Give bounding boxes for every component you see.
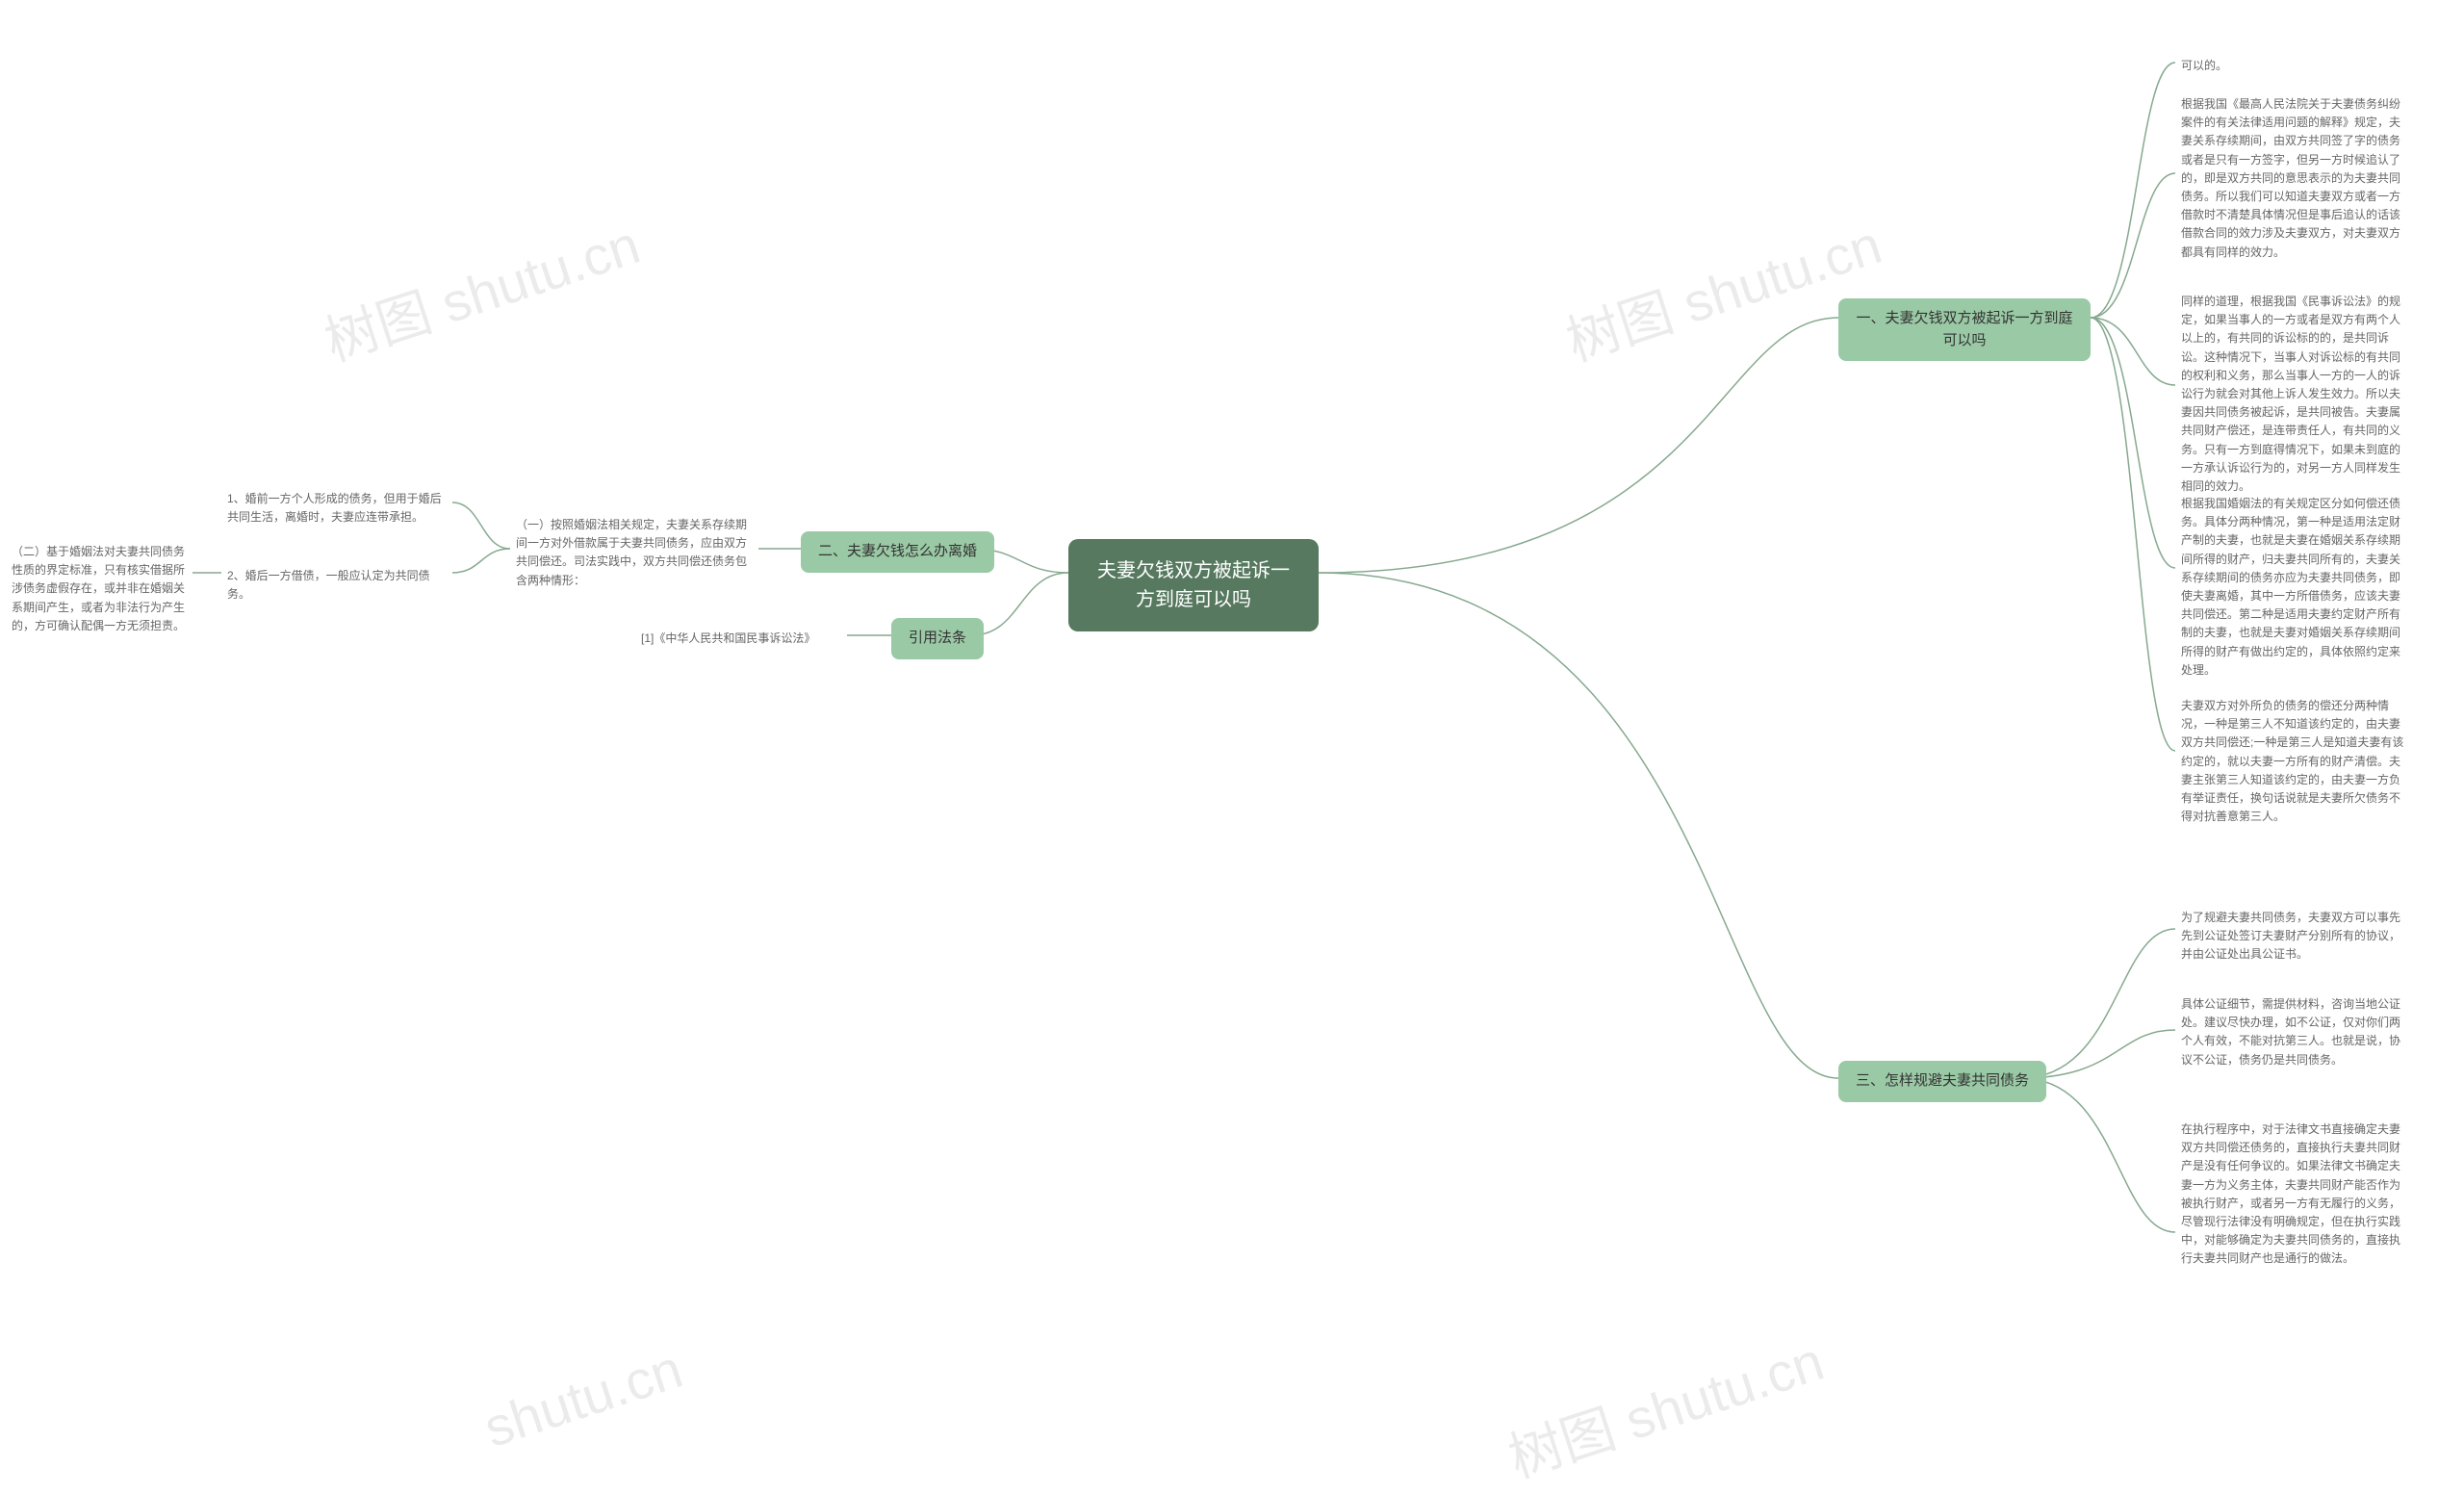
b1-leaf-3: 同样的道理，根据我国《民事诉讼法》的规定，如果当事人的一方或者是双方有两个人以上… — [2175, 289, 2416, 500]
watermark: 树图 shutu.cn — [314, 202, 649, 377]
mindmap-connectors — [0, 0, 2464, 1480]
branch-4-label: 引用法条 — [909, 628, 966, 650]
root-label: 夫妻欠钱双方被起诉一方到庭可以吗 — [1091, 556, 1296, 614]
watermark: shutu.cn — [476, 1337, 689, 1459]
b1-leaf-2: 根据我国《最高人民法院关于夫妻债务纠纷案件的有关法律适用问题的解释》规定，夫妻关… — [2175, 91, 2416, 266]
b2-sub2: （二）基于婚姻法对夫妻共同债务性质的界定标准，只有核实借据所涉债务虚假存在，或并… — [6, 539, 198, 639]
b3-leaf-1: 为了规避夫妻共同债务，夫妻双方可以事先先到公证处签订夫妻财产分别所有的协议，并由… — [2175, 905, 2416, 968]
branch-2: 二、夫妻欠钱怎么办离婚 — [801, 531, 994, 573]
branch-1-label: 一、夫妻欠钱双方被起诉一方到庭可以吗 — [1856, 308, 2073, 351]
b1-leaf-4: 根据我国婚姻法的有关规定区分如何偿还债务。具体分两种情况，第一种是适用法定财产制… — [2175, 491, 2416, 683]
b3-leaf-3: 在执行程序中，对于法律文书直接确定夫妻双方共同偿还债务的，直接执行夫妻共同财产是… — [2175, 1117, 2416, 1273]
branch-2-label: 二、夫妻欠钱怎么办离婚 — [818, 541, 977, 563]
b3-leaf-2: 具体公证细节，需提供材料，咨询当地公证处。建议尽快办理，如不公证，仅对你们两个人… — [2175, 991, 2416, 1073]
b2-sub: （一）按照婚姻法相关规定，夫妻关系存续期间一方对外借款属于夫妻共同债务，应由双方… — [510, 512, 760, 594]
b2-leaf-1: 1、婚前一方个人形成的债务，但用于婚后共同生活，离婚时，夫妻应连带承担。 — [221, 486, 452, 530]
branch-1: 一、夫妻欠钱双方被起诉一方到庭可以吗 — [1838, 298, 2091, 361]
b1-leaf-1: 可以的。 — [2175, 53, 2233, 79]
b4-leaf-1: [1]《中华人民共和国民事诉讼法》 — [635, 626, 821, 652]
b2-leaf-2: 2、婚后一方借债，一般应认定为共同债务。 — [221, 563, 452, 607]
b1-leaf-5: 夫妻双方对外所负的债务的偿还分两种情况，一种是第三人不知道该约定的，由夫妻双方共… — [2175, 693, 2416, 830]
branch-3: 三、怎样规避夫妻共同债务 — [1838, 1061, 2046, 1102]
mindmap-root: 夫妻欠钱双方被起诉一方到庭可以吗 — [1068, 539, 1319, 631]
branch-3-label: 三、怎样规避夫妻共同债务 — [1856, 1070, 2029, 1093]
branch-4: 引用法条 — [891, 618, 984, 659]
watermark: 树图 shutu.cn — [1498, 1319, 1833, 1493]
